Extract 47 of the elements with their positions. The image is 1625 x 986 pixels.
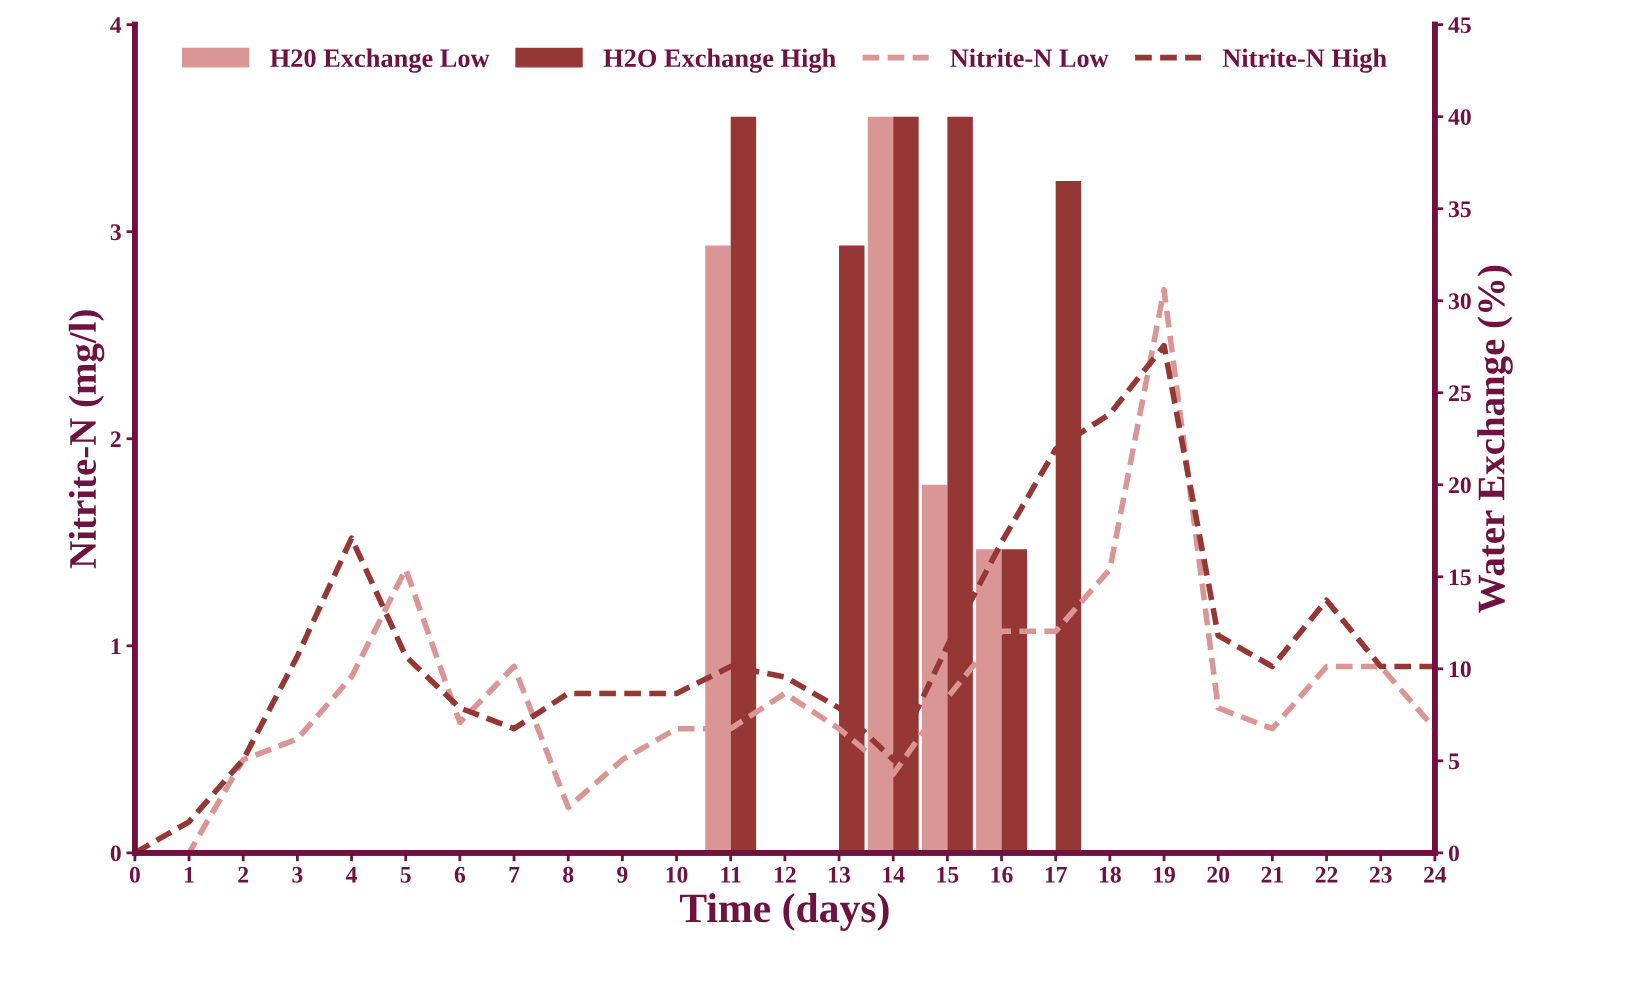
y2-tick-label: 35 bbox=[1448, 201, 1471, 218]
y2-tick-label: 15 bbox=[1449, 569, 1471, 586]
y2-tick-label: 5 bbox=[1449, 753, 1460, 770]
x-tick-label: 16 bbox=[991, 866, 1013, 883]
y2-tick-label: 25 bbox=[1449, 385, 1471, 402]
x-tick-label: 7 bbox=[509, 867, 520, 883]
y2-tick-label: 40 bbox=[1448, 109, 1471, 126]
x-tick-label: 0 bbox=[129, 866, 140, 883]
y-tick-label: 2 bbox=[110, 431, 121, 447]
x-tick-label: 5 bbox=[400, 867, 411, 883]
x-tick-label: 12 bbox=[774, 866, 796, 883]
y-axis-title: Nitrite-N (mg/l) bbox=[68, 310, 105, 569]
x-tick-label: 18 bbox=[1099, 866, 1121, 883]
x-tick-label: 15 bbox=[937, 866, 959, 883]
x-tick-label: 4 bbox=[345, 866, 358, 883]
x-tick-label: 10 bbox=[666, 866, 688, 883]
x-tick-label: 23 bbox=[1369, 866, 1392, 883]
x-tick-label: 11 bbox=[721, 866, 741, 883]
y2-tick-label: 30 bbox=[1448, 293, 1471, 310]
x-tick-label: 8 bbox=[563, 866, 574, 883]
x-tick-label: 6 bbox=[454, 866, 466, 883]
x-tick-label: 14 bbox=[883, 866, 905, 883]
x-tick-label: 21 bbox=[1261, 866, 1283, 883]
x-axis-title: Time (days) bbox=[680, 893, 889, 931]
x-tick-label: 24 bbox=[1424, 866, 1447, 883]
y-tick-label: 1 bbox=[111, 638, 121, 655]
x-tick-label: 22 bbox=[1315, 866, 1338, 883]
x-tick-label: 17 bbox=[1045, 866, 1067, 883]
y2-tick-label: 0 bbox=[1448, 845, 1459, 862]
y-tick-label: 0 bbox=[110, 845, 121, 862]
y2-tick-label: 10 bbox=[1449, 661, 1471, 678]
x-tick-label: 3 bbox=[292, 866, 303, 883]
x-tick-label: 1 bbox=[185, 866, 194, 883]
y2-tick-label: 20 bbox=[1449, 477, 1471, 494]
legend-label: Nitrite-N Low bbox=[950, 48, 1109, 68]
x-tick-label: 13 bbox=[829, 866, 851, 883]
x-tick-label: 9 bbox=[617, 866, 628, 883]
x-tick-label: 2 bbox=[238, 866, 249, 883]
legend-label: Nitrite-N High bbox=[1222, 48, 1387, 73]
y-tick-label: 3 bbox=[110, 224, 121, 241]
legend-label: H20 Exchange Low bbox=[270, 48, 490, 73]
y2-axis-title: Water Exchange (%) bbox=[1477, 265, 1513, 613]
x-tick-label: 19 bbox=[1154, 866, 1175, 883]
y-tick-label: 4 bbox=[110, 17, 122, 33]
legend-label: H2O Exchange High bbox=[603, 48, 836, 73]
x-tick-label: 20 bbox=[1207, 866, 1230, 883]
y2-tick-label: 45 bbox=[1448, 17, 1471, 34]
